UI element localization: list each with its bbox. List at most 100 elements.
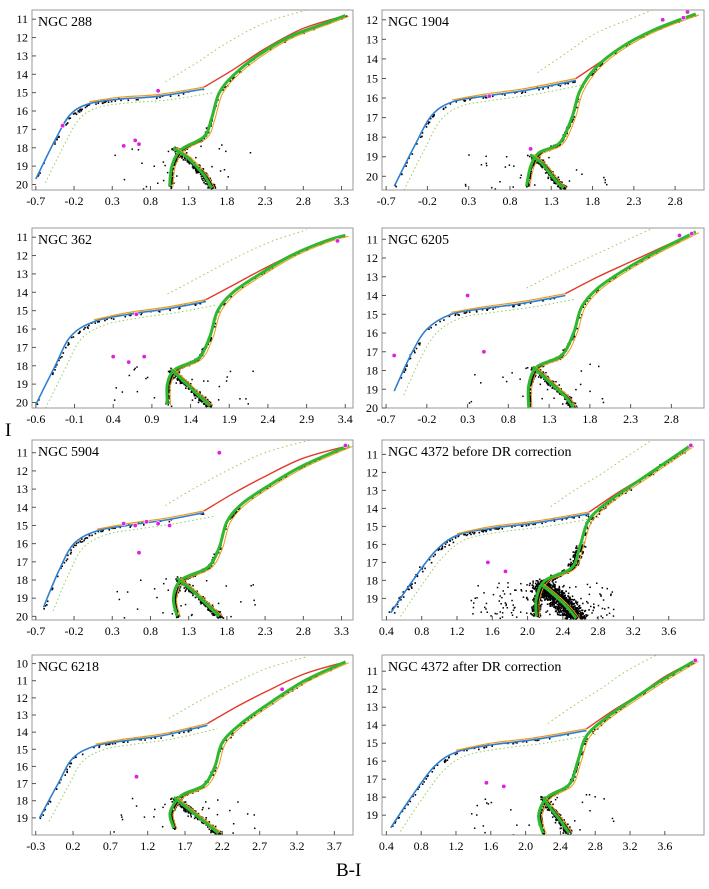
ms-star (563, 188, 566, 190)
ms-star (546, 594, 548, 596)
rgb-star (588, 297, 591, 300)
hb-star (158, 311, 161, 313)
hb-star (65, 124, 67, 126)
hb-star (63, 561, 66, 564)
rgb-star (528, 184, 531, 186)
model-rgb-green (168, 14, 346, 187)
ms-star (575, 602, 578, 605)
rgb-star (186, 148, 189, 150)
field-star (249, 152, 252, 154)
rgb-star (630, 489, 633, 491)
ms-star (557, 176, 560, 179)
ms-star (184, 809, 187, 812)
x-tick-label: 0.9 (144, 412, 159, 426)
ms-star (567, 402, 570, 405)
plot-area (391, 228, 700, 408)
hb-star (202, 513, 205, 515)
field-star (486, 611, 488, 613)
model-hb-orange (96, 510, 205, 530)
ms-star (561, 181, 563, 184)
x-tick-label: 2.3 (258, 624, 273, 638)
ms-star (188, 162, 191, 165)
rgb-star (251, 497, 254, 499)
rgb-star (533, 374, 535, 376)
ms-star (585, 615, 588, 617)
observed-stars (36, 235, 346, 408)
rgb-star (569, 563, 572, 565)
y-tick-label: 19 (16, 159, 28, 173)
rgb-star (540, 581, 542, 583)
ms-star (537, 584, 539, 586)
hb-star (143, 524, 145, 526)
field-star (142, 188, 145, 190)
rgb-star (584, 534, 586, 536)
hb-star (130, 314, 132, 316)
ms-star (554, 587, 556, 589)
y-tick-label: 19 (16, 591, 28, 605)
hb-star (441, 545, 444, 548)
ms-star (193, 393, 195, 395)
ms-star (199, 392, 201, 394)
rgb-star (572, 118, 574, 121)
hb-star (486, 309, 488, 311)
field-star (162, 612, 164, 614)
field-star (597, 604, 600, 607)
model-agb-red (203, 14, 346, 88)
variable-star (167, 522, 173, 528)
field-star (162, 179, 165, 182)
field-star (195, 156, 197, 159)
rgb-star (592, 72, 595, 75)
ms-star (561, 594, 563, 596)
hb-star (77, 332, 80, 335)
rgb-star (210, 337, 212, 339)
rgb-star (530, 380, 533, 383)
field-star (177, 379, 180, 381)
rgb-star (168, 391, 171, 393)
ms-star (222, 617, 225, 619)
y-tick-label: 12 (366, 251, 378, 265)
field-star (604, 179, 606, 181)
field-star (503, 593, 506, 595)
rgb-star (571, 568, 574, 571)
ms-star (559, 610, 561, 612)
panel-6: NGC 6218-0.3 0.2 0.7 1.2 1.7 2.2 2.7 3.2 3.71011… (16, 654, 354, 853)
hb-star (561, 519, 563, 521)
field-star (474, 374, 476, 376)
model-agb-light (526, 228, 655, 289)
rgb-star (544, 583, 546, 585)
rgb-star (572, 551, 575, 553)
hb-star (70, 549, 72, 551)
field-star (558, 596, 560, 598)
rgb-star (576, 106, 578, 109)
field-star (485, 162, 488, 165)
hb-star (430, 326, 432, 329)
hb-star (521, 525, 524, 527)
rgb-star (539, 606, 542, 608)
rgb-star (567, 564, 569, 567)
x-tick-label: 1.9 (222, 412, 237, 426)
field-star (589, 363, 591, 366)
variable-star (155, 88, 161, 94)
model-ms-orange (180, 577, 223, 617)
model-ms-orange (543, 583, 580, 619)
hb-star (398, 597, 400, 599)
ms-star (540, 376, 542, 378)
ms-star (203, 603, 205, 606)
ms-star (576, 603, 579, 606)
hb-star (448, 315, 451, 318)
rgb-star (531, 167, 533, 169)
hb-star (565, 518, 568, 520)
ms-star (532, 585, 535, 587)
ms-star (195, 170, 197, 172)
ms-star (568, 603, 570, 606)
y-tick-label: 17 (16, 122, 28, 136)
ms-star (575, 623, 577, 625)
rgb-star (177, 588, 179, 590)
ms-star (563, 597, 565, 599)
ms-star (535, 583, 538, 586)
rgb-star (174, 598, 176, 601)
ms-star (194, 596, 197, 599)
rgb-star (562, 349, 564, 351)
model-agb-light (167, 229, 307, 295)
rgb-star (664, 464, 666, 466)
